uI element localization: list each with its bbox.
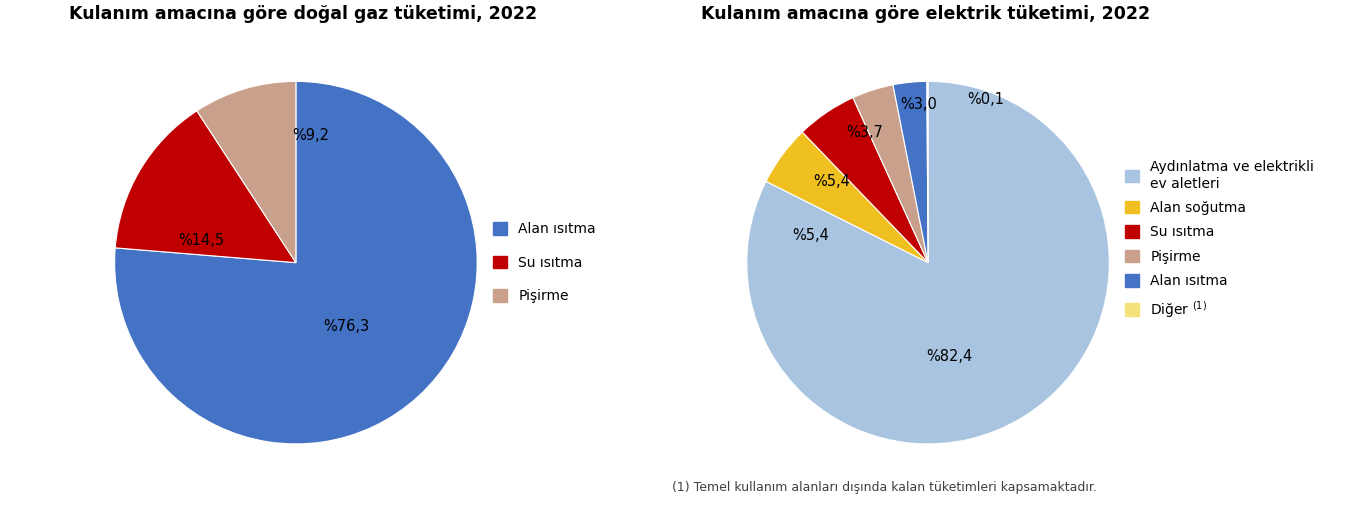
Wedge shape	[746, 81, 1110, 444]
Text: %9,2: %9,2	[292, 128, 330, 143]
Text: Kulanım amacına göre elektrik tüketimi, 2022: Kulanım amacına göre elektrik tüketimi, …	[702, 5, 1150, 23]
Text: %14,5: %14,5	[179, 233, 225, 248]
Text: %5,4: %5,4	[792, 228, 829, 243]
Text: Kulanım amacına göre doğal gaz tüketimi, 2022: Kulanım amacına göre doğal gaz tüketimi,…	[70, 5, 538, 23]
Wedge shape	[853, 85, 928, 263]
Text: %0,1: %0,1	[967, 92, 1005, 107]
Wedge shape	[803, 98, 928, 263]
Text: (1) Temel kullanım alanları dışında kalan tüketimleri kapsamaktadır.: (1) Temel kullanım alanları dışında kala…	[672, 482, 1098, 494]
Wedge shape	[767, 132, 928, 263]
Text: %5,4: %5,4	[814, 174, 850, 188]
Text: %3,7: %3,7	[846, 125, 884, 140]
Wedge shape	[893, 81, 928, 263]
Wedge shape	[114, 81, 477, 444]
Text: %76,3: %76,3	[324, 319, 370, 334]
Wedge shape	[116, 111, 296, 263]
Wedge shape	[196, 81, 296, 263]
Text: %3,0: %3,0	[901, 97, 937, 112]
Legend: Aydınlatma ve elektrikli
ev aletleri, Alan soğutma, Su ısıtma, Pişirme, Alan ısı: Aydınlatma ve elektrikli ev aletleri, Al…	[1126, 160, 1314, 320]
Text: %82,4: %82,4	[927, 349, 972, 365]
Legend: Alan ısıtma, Su ısıtma, Pişirme: Alan ısıtma, Su ısıtma, Pişirme	[494, 222, 596, 303]
